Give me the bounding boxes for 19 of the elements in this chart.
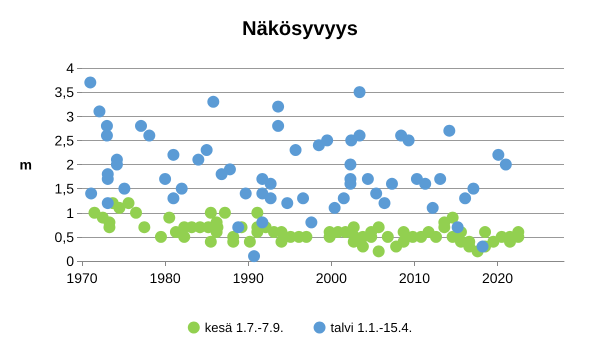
y-axis-title: m (20, 156, 32, 172)
chart-title: Näkösyvyys (242, 18, 358, 40)
legend-label: kesä 1.7.-7.9. (204, 320, 284, 335)
x-tick-label: 1970 (66, 270, 98, 286)
y-tick-label: 4 (66, 60, 74, 76)
y-tick-label: 2 (66, 156, 74, 172)
x-tick-label: 2020 (482, 270, 514, 286)
y-tick-label: 1,5 (54, 180, 74, 197)
y-tick-label: 1 (66, 204, 74, 221)
x-tick-label: 1990 (232, 270, 264, 286)
y-tick-label: 0 (66, 253, 74, 269)
legend-label: talvi 1.1.-15.4. (330, 320, 412, 335)
x-tick-label: 1980 (150, 270, 181, 286)
y-tick-label: 0,5 (54, 228, 74, 245)
x-tick-label: 2000 (316, 270, 348, 286)
x-tick-label: 2010 (398, 270, 430, 286)
y-tick-label: 3,5 (54, 84, 74, 100)
y-tick-label: 3 (66, 108, 74, 124)
y-tick-label: 2,5 (54, 132, 74, 148)
